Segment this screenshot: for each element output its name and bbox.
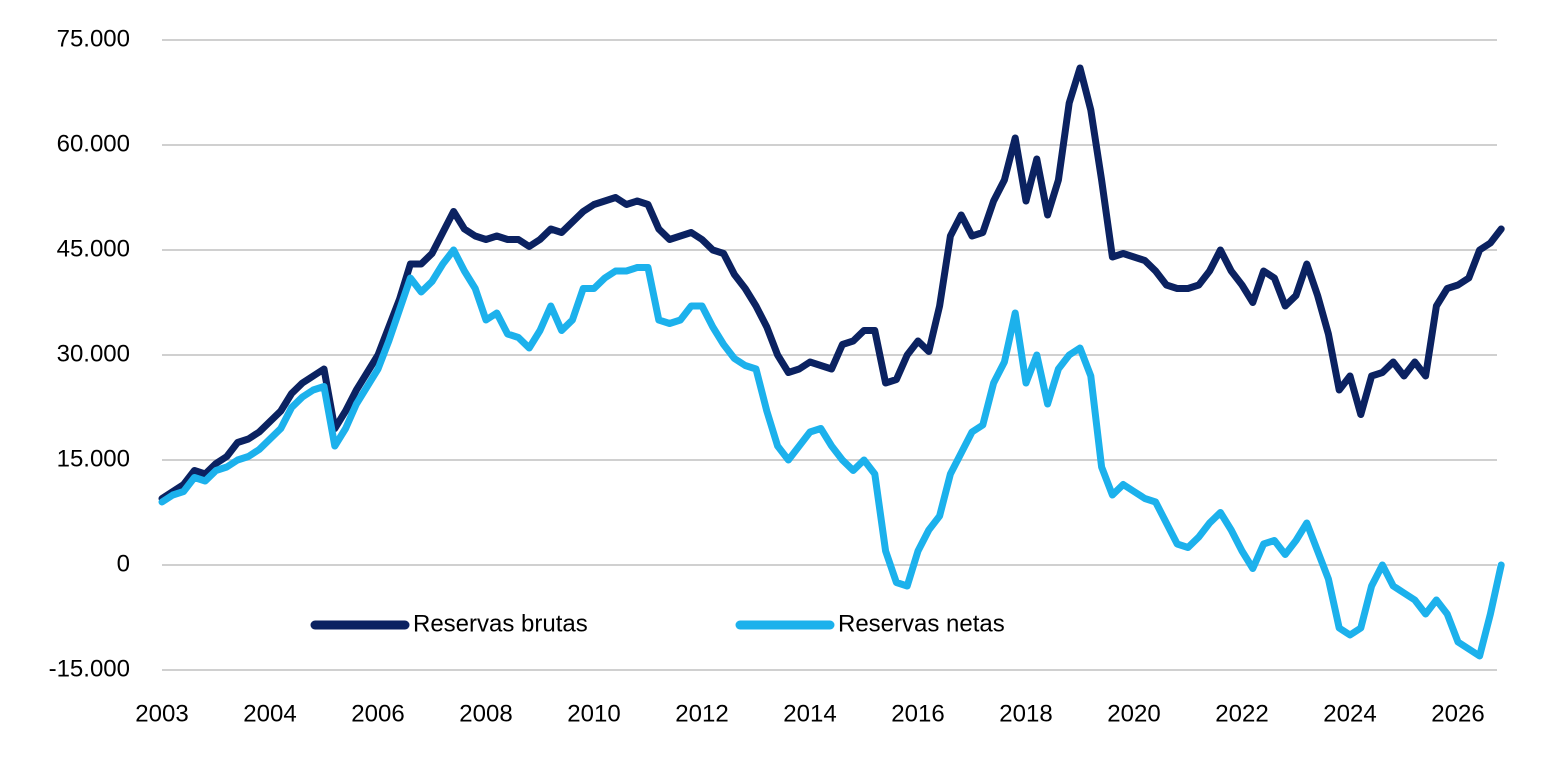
x-tick-label: 2016	[891, 700, 944, 727]
y-tick-label: 15.000	[57, 445, 130, 472]
x-tick-label: 2018	[999, 700, 1052, 727]
x-tick-label: 2006	[351, 700, 404, 727]
y-tick-label: 30.000	[57, 340, 130, 367]
x-tick-label: 2012	[675, 700, 728, 727]
x-tick-label: 2024	[1323, 700, 1376, 727]
y-tick-label: 75.000	[57, 25, 130, 52]
x-tick-label: 2004	[243, 700, 296, 727]
y-tick-label: -15.000	[49, 655, 130, 682]
x-tick-label: 2014	[783, 700, 836, 727]
y-tick-label: 60.000	[57, 130, 130, 157]
x-tick-label: 2008	[459, 700, 512, 727]
x-tick-label: 2010	[567, 700, 620, 727]
series-line	[158, 64, 1505, 502]
x-tick-label: 2022	[1215, 700, 1268, 727]
series-line	[158, 246, 1505, 660]
y-tick-label: 0	[117, 550, 130, 577]
x-tick-label: 2003	[135, 700, 188, 727]
legend-label: Reservas brutas	[413, 610, 588, 637]
y-tick-label: 45.000	[57, 235, 130, 262]
x-tick-label: 2026	[1431, 700, 1484, 727]
x-tick-label: 2020	[1107, 700, 1160, 727]
legend-label: Reservas netas	[838, 610, 1005, 637]
